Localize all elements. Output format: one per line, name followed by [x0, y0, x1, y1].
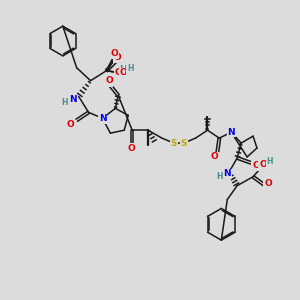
Text: O: O — [127, 143, 135, 152]
Text: H: H — [216, 172, 223, 181]
Text: O: O — [119, 68, 127, 77]
Text: O: O — [264, 179, 272, 188]
Text: S: S — [180, 139, 187, 148]
Text: H: H — [267, 158, 273, 166]
Text: N: N — [224, 169, 231, 178]
Text: H: H — [119, 65, 127, 74]
Text: H: H — [127, 64, 134, 73]
Text: O: O — [104, 77, 112, 86]
Text: O: O — [106, 76, 113, 85]
Text: N: N — [227, 128, 235, 137]
Text: O: O — [252, 161, 260, 170]
Text: H: H — [61, 98, 68, 107]
Text: O: O — [110, 50, 118, 58]
Text: S: S — [170, 139, 177, 148]
Text: O: O — [211, 152, 218, 161]
Text: O: O — [259, 160, 267, 169]
Text: O: O — [67, 120, 75, 129]
Text: O: O — [113, 53, 121, 62]
Text: N: N — [69, 95, 76, 104]
Text: O: O — [114, 68, 122, 77]
Text: N: N — [99, 114, 106, 123]
